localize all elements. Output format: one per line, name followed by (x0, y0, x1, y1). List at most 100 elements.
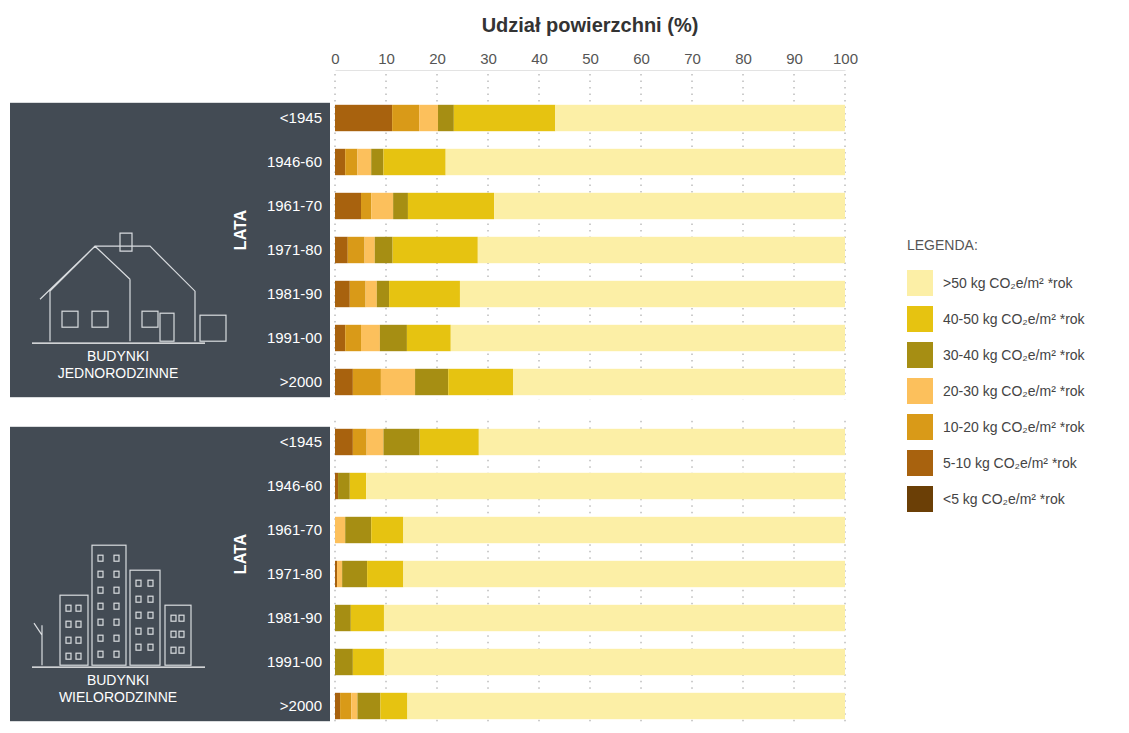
building-window (114, 619, 119, 625)
y-axis-line (322, 421, 323, 729)
bar-segment: 30-40 kg CO₂e/m² *rok (415, 369, 448, 395)
building-window (66, 605, 71, 611)
bar-segment: 20-30 kg CO₂e/m² *rok (371, 193, 393, 219)
x-tick: 70 (684, 50, 701, 70)
building-window (98, 603, 103, 609)
y-axis-title: LATA (232, 209, 249, 250)
building-window (98, 619, 103, 625)
bar-segment: >50 kg CO₂e/m² *rok (446, 149, 845, 175)
y-tick-label: 1971-80 (267, 241, 322, 258)
bar-segment: 5-10 kg CO₂e/m² *rok (335, 429, 353, 455)
legend-item: 40-50 kg CO₂e/m² *rok (907, 306, 1086, 332)
y-tick: 1946-60 (267, 477, 322, 494)
bar-segment: >50 kg CO₂e/m² *rok (403, 517, 845, 543)
building-window (66, 621, 71, 627)
bar-segment: 5-10 kg CO₂e/m² *rok (335, 369, 353, 395)
bar-segment: 30-40 kg CO₂e/m² *rok (380, 325, 407, 351)
y-tick-label: 1961-70 (267, 197, 322, 214)
legend-label: >50 kg CO₂e/m² *rok (943, 275, 1074, 291)
y-tick-label: 1971-80 (267, 565, 322, 582)
legend-label: <5 kg CO₂e/m² *rok (943, 491, 1066, 507)
y-tick: 1991-00 (267, 653, 322, 670)
legend-swatch (907, 378, 933, 404)
y-tick: >2000 (280, 697, 322, 714)
illustration (32, 233, 226, 343)
building-window (98, 555, 103, 561)
y-tick: 1946-60 (267, 153, 322, 170)
bar-segment: 30-40 kg CO₂e/m² *rok (377, 281, 389, 307)
x-tick: 60 (633, 50, 650, 70)
x-tick: 20 (429, 50, 446, 70)
building-window (76, 637, 81, 643)
building-window (66, 637, 71, 643)
building (165, 605, 191, 665)
x-tick: 30 (480, 50, 497, 70)
bars: <5 kg CO₂e/m² *rok5-10 kg CO₂e/m² *rok10… (335, 429, 845, 719)
building-window (148, 612, 153, 618)
building-window (136, 644, 141, 650)
grid (335, 74, 845, 399)
panel: BUDYNKIWIELORODZINNELATA<5 kg CO₂e/m² *r… (10, 421, 845, 729)
y-tick: 1961-70 (267, 197, 322, 214)
bar-segment: 30-40 kg CO₂e/m² *rok (335, 605, 351, 631)
bar-segment: 40-50 kg CO₂e/m² *rok (454, 105, 555, 131)
x-tick: 0 (331, 50, 339, 70)
legend-item: 5-10 kg CO₂e/m² *rok (907, 450, 1078, 476)
grid (335, 421, 845, 723)
bar-segment: >50 kg CO₂e/m² *rok (403, 561, 845, 587)
y-tick: 1991-00 (267, 329, 322, 346)
bar-segment: 5-10 kg CO₂e/m² *rok (335, 693, 340, 719)
bar-segment: 5-10 kg CO₂e/m² *rok (335, 149, 345, 175)
y-tick-label: 1991-00 (267, 329, 322, 346)
legend-label: 30-40 kg CO₂e/m² *rok (943, 347, 1086, 363)
illustration (32, 545, 205, 667)
x-tick: 10 (378, 50, 395, 70)
building-window (136, 628, 141, 634)
y-tick-label: 1981-90 (267, 285, 322, 302)
legend-label: 20-30 kg CO₂e/m² *rok (943, 383, 1086, 399)
panel-caption: BUDYNKIJEDNORODZINNE (58, 348, 179, 381)
bar-segment: 5-10 kg CO₂e/m² *rok (335, 473, 338, 499)
building (92, 545, 126, 665)
building-window (114, 651, 119, 657)
house-outline (40, 233, 195, 341)
legend-swatch (907, 486, 933, 512)
x-tick-label: 80 (735, 50, 752, 67)
house-window (92, 311, 108, 327)
building-window (148, 580, 153, 586)
side-panel (10, 103, 330, 397)
legend-item: 30-40 kg CO₂e/m² *rok (907, 342, 1086, 368)
bar-segment: 40-50 kg CO₂e/m² *rok (351, 605, 384, 631)
building-window (114, 571, 119, 577)
bar-segment: >50 kg CO₂e/m² *rok (366, 473, 845, 499)
bar-segment: 30-40 kg CO₂e/m² *rok (357, 693, 380, 719)
y-tick: 1981-90 (267, 609, 322, 626)
bar-segment: 40-50 kg CO₂e/m² *rok (407, 325, 451, 351)
chart-title: Udział powierzchni (%) (482, 14, 699, 36)
bar-segment: 10-20 kg CO₂e/m² *rok (353, 429, 367, 455)
bar-segment: 40-50 kg CO₂e/m² *rok (353, 649, 384, 675)
chart-root: BUDYNKIJEDNORODZINNE LATA <5 kg CO₂e/m² *r… (0, 0, 1129, 733)
bar-segment: 40-50 kg CO₂e/m² *rok (393, 237, 478, 263)
bar-segment: 30-40 kg CO₂e/m² *rok (345, 517, 371, 543)
building-window (66, 653, 71, 659)
x-tick: 80 (735, 50, 752, 70)
side-panel (10, 427, 330, 721)
panel: BUDYNKIJEDNORODZINNELATA<5 kg CO₂e/m² *r… (10, 50, 858, 405)
legend-swatch (907, 414, 933, 440)
ground-line (32, 667, 205, 668)
bar-segment: 10-20 kg CO₂e/m² *rok (392, 105, 419, 131)
y-tick-label: 1981-90 (267, 609, 322, 626)
x-tick: 100 (833, 50, 858, 70)
building-window (76, 653, 81, 659)
bar-segment: 5-10 kg CO₂e/m² *rok (335, 325, 345, 351)
bar-segment: 20-30 kg CO₂e/m² *rok (419, 105, 438, 131)
x-tick-label: 100 (833, 50, 858, 67)
legend-swatch (907, 306, 933, 332)
x-tick-label: 20 (429, 50, 446, 67)
y-tick-label: <1945 (280, 109, 322, 126)
bar-segment: 20-30 kg CO₂e/m² *rok (367, 429, 384, 455)
y-axis-title: LATA (232, 533, 249, 574)
x-tick: 50 (582, 50, 599, 70)
building-window (98, 635, 103, 641)
